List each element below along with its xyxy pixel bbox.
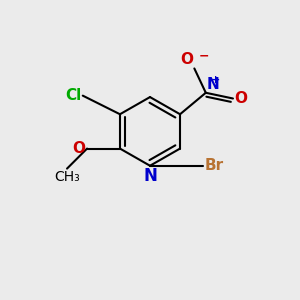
Text: O: O — [180, 52, 193, 67]
Text: CH₃: CH₃ — [54, 170, 80, 184]
Text: −: − — [199, 49, 209, 62]
Text: Cl: Cl — [65, 88, 81, 103]
Text: N: N — [207, 77, 219, 92]
Text: Br: Br — [204, 158, 224, 173]
Text: N: N — [143, 167, 157, 185]
Text: +: + — [211, 75, 220, 85]
Text: O: O — [234, 91, 248, 106]
Text: O: O — [73, 141, 85, 156]
